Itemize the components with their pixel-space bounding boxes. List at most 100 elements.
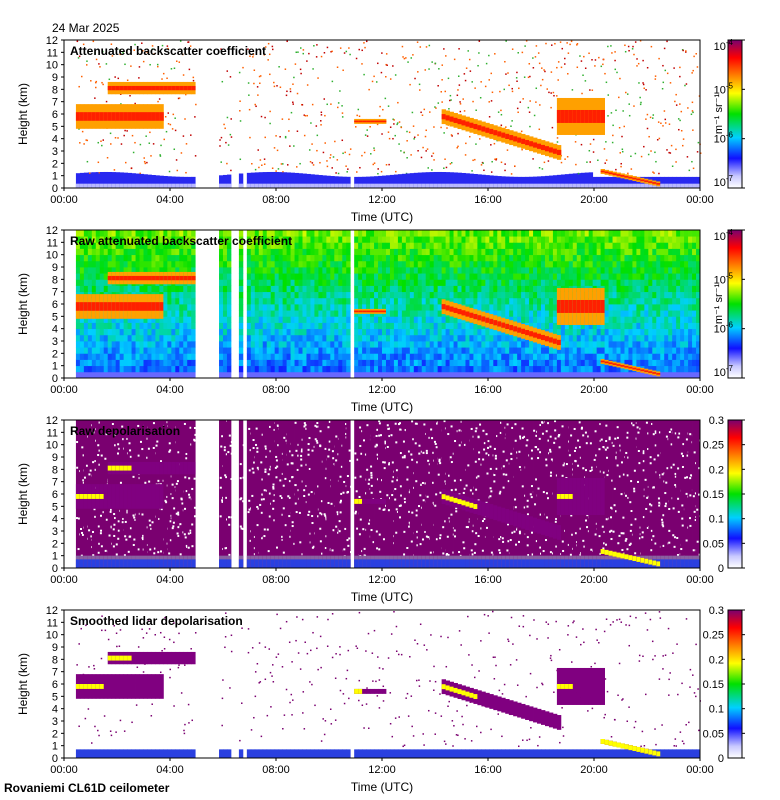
- x-axis-label: Time (UTC): [351, 210, 413, 224]
- y-tick-label: 3: [52, 146, 58, 158]
- heatmap-cells: [75, 40, 702, 188]
- y-tick-label: 2: [52, 538, 58, 550]
- colorbar: [727, 609, 743, 759]
- y-tick-label: 8: [52, 464, 58, 476]
- colorbar-tick-label: 0.05: [703, 728, 724, 740]
- y-tick-label: 8: [52, 274, 58, 286]
- x-tick-label: 16:00: [474, 764, 502, 776]
- y-tick-label: 3: [52, 526, 58, 538]
- y-tick-label: 4: [52, 514, 58, 526]
- station-footer: Rovaniemi CL61D ceilometer: [4, 781, 170, 795]
- y-tick-label: 10: [46, 60, 58, 72]
- x-tick-label: 16:00: [474, 194, 502, 206]
- x-tick-label: 00:00: [50, 764, 78, 776]
- colorbar-tick-label: 0.15: [703, 679, 724, 691]
- y-tick-label: 11: [47, 237, 58, 249]
- y-tick-label: 2: [52, 348, 58, 360]
- x-tick-label: 00:00: [50, 384, 78, 396]
- colorbar-tick-label: 0.25: [703, 630, 724, 642]
- y-tick-label: 7: [52, 667, 58, 679]
- y-tick-label: 9: [52, 72, 58, 84]
- y-tick-label: 12: [46, 225, 58, 237]
- y-tick-label: 11: [47, 617, 58, 629]
- colorbar-tick-label: 0.25: [703, 440, 724, 452]
- y-tick-label: 9: [52, 262, 58, 274]
- x-axis-label: Time (UTC): [351, 780, 413, 794]
- y-tick-label: 8: [52, 84, 58, 96]
- y-tick-label: 4: [52, 134, 58, 146]
- x-tick-label: 04:00: [156, 194, 184, 206]
- panel-title: Attenuated backscatter coefficient: [70, 44, 266, 58]
- x-tick-label: 16:00: [474, 384, 502, 396]
- y-tick-label: 5: [52, 311, 58, 323]
- colorbar-tick-label: 0.05: [703, 538, 724, 550]
- x-tick-label: 12:00: [368, 764, 396, 776]
- colorbar-tick-label: 0: [718, 563, 724, 575]
- y-tick-label: 2: [52, 158, 58, 170]
- x-tick-label: 12:00: [368, 194, 396, 206]
- y-tick-label: 1: [52, 361, 58, 373]
- y-axis-label: Height (km): [16, 83, 30, 145]
- y-tick-label: 4: [52, 324, 58, 336]
- heatmap-cells: [75, 420, 702, 568]
- y-tick-label: 6: [52, 489, 58, 501]
- y-tick-label: 7: [52, 97, 58, 109]
- x-tick-label: 08:00: [262, 194, 290, 206]
- y-tick-label: 10: [46, 250, 58, 262]
- x-tick-label: 04:00: [156, 384, 184, 396]
- y-tick-label: 7: [52, 477, 58, 489]
- y-axis-label: Height (km): [16, 653, 30, 715]
- y-tick-label: 4: [52, 704, 58, 716]
- y-tick-label: 9: [52, 452, 58, 464]
- panel-title: Smoothed lidar depolarisation: [70, 614, 243, 628]
- colorbar-tick-label: 0.2: [709, 464, 724, 476]
- x-tick-label: 00:00: [686, 764, 714, 776]
- y-tick-label: 6: [52, 109, 58, 121]
- colorbar: [727, 419, 743, 569]
- x-tick-label: 12:00: [368, 574, 396, 586]
- y-tick-label: 5: [52, 691, 58, 703]
- colorbar-units: m⁻¹ sr⁻¹: [713, 284, 725, 325]
- y-tick-label: 12: [46, 415, 58, 427]
- date-label: 24 Mar 2025: [52, 21, 120, 35]
- y-tick-label: 1: [52, 741, 58, 753]
- x-tick-label: 20:00: [580, 194, 608, 206]
- x-axis-label: Time (UTC): [351, 590, 413, 604]
- x-tick-label: 00:00: [50, 574, 78, 586]
- y-axis-label: Height (km): [16, 273, 30, 335]
- heatmap-cells: [75, 230, 701, 379]
- y-tick-label: 0: [52, 563, 58, 575]
- y-tick-label: 6: [52, 679, 58, 691]
- y-tick-label: 7: [52, 287, 58, 299]
- colorbar: [727, 229, 743, 379]
- y-tick-label: 2: [52, 728, 58, 740]
- panel-title: Raw depolarisation: [70, 424, 180, 438]
- y-tick-label: 12: [46, 605, 58, 617]
- heatmap-cells: [75, 610, 701, 758]
- y-tick-label: 0: [52, 373, 58, 385]
- y-tick-label: 10: [46, 630, 58, 642]
- x-tick-label: 04:00: [156, 574, 184, 586]
- colorbar-tick-label: 0.3: [709, 605, 724, 617]
- y-tick-label: 3: [52, 336, 58, 348]
- colorbar-tick-label: 0.15: [703, 489, 724, 501]
- y-tick-label: 5: [52, 501, 58, 513]
- x-tick-label: 00:00: [686, 194, 714, 206]
- y-tick-label: 9: [52, 642, 58, 654]
- x-tick-label: 08:00: [262, 764, 290, 776]
- colorbar-tick-label: 0.1: [709, 514, 724, 526]
- y-tick-label: 11: [47, 47, 58, 59]
- y-tick-label: 1: [52, 171, 58, 183]
- x-tick-label: 08:00: [262, 384, 290, 396]
- y-tick-label: 12: [46, 35, 58, 47]
- y-tick-label: 0: [52, 183, 58, 195]
- y-tick-label: 3: [52, 716, 58, 728]
- y-tick-label: 1: [52, 551, 58, 563]
- y-tick-label: 10: [46, 440, 58, 452]
- colorbar-tick-label: 0.3: [709, 415, 724, 427]
- x-tick-label: 00:00: [50, 194, 78, 206]
- colorbar: [727, 39, 743, 189]
